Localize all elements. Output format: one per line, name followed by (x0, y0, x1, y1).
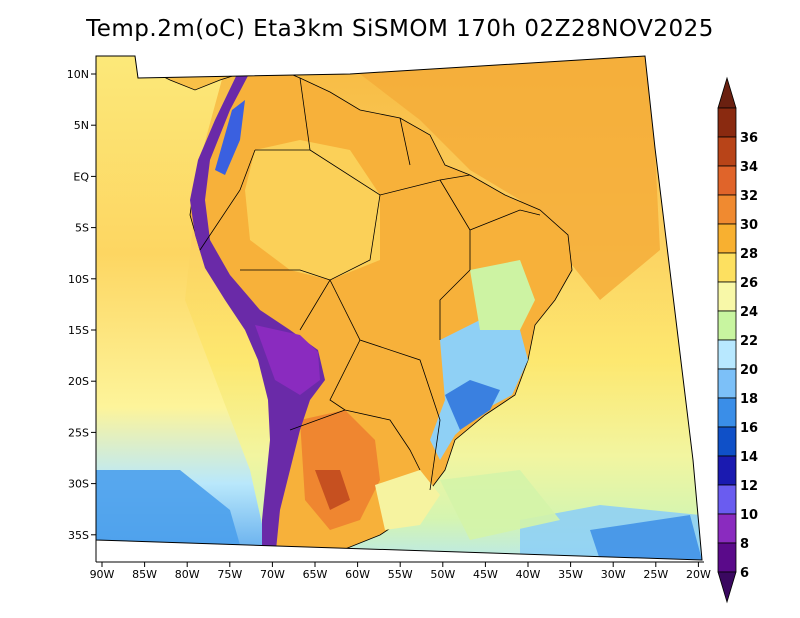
land-bahia-mild (470, 260, 535, 330)
colorbar-swatch (717, 484, 737, 515)
colorbar-swatch (717, 397, 737, 428)
colorbar-label: 28 (740, 247, 758, 262)
colorbar-label: 18 (740, 392, 758, 407)
lat-tick-label: 10N (67, 68, 89, 81)
lat-tick-label: 20S (68, 375, 89, 388)
plot-area (96, 56, 702, 560)
colorbar: 6 8 10 12 14 16 18 20 22 24 26 28 30 32 34 36 (717, 76, 758, 604)
map-title: Temp.2m(oC) Eta3km SiSMOM 170h 02Z28NOV2… (86, 16, 714, 42)
colorbar-swatch (717, 165, 737, 196)
colorbar-swatch (717, 339, 737, 370)
lon-tick-label: 75W (217, 568, 242, 581)
ocean-warm-band (360, 56, 660, 300)
lat-tick-label: 35S (68, 529, 89, 542)
colorbar-over-triangle (717, 76, 737, 109)
colorbar-label: 36 (740, 131, 758, 146)
ocean-colder-patch-east (590, 515, 702, 560)
country-borders (199, 77, 541, 491)
colorbar-label: 34 (740, 160, 758, 175)
colorbar-swatch (717, 281, 737, 312)
lat-tick-label: 5N (74, 119, 89, 132)
lat-tick-label: 25S (68, 426, 89, 439)
lat-tick-label: EQ (73, 170, 89, 183)
colorbar-label: 20 (740, 363, 758, 378)
land-serra-mar (445, 380, 500, 430)
colorbar-swatch (717, 107, 737, 138)
lat-tick-label: 15S (68, 324, 89, 337)
ocean-mild-patch (440, 470, 560, 540)
lon-tick-label: 90W (90, 568, 115, 581)
lon-tick-label: 55W (388, 568, 413, 581)
colorbar-label: 24 (740, 305, 758, 320)
lon-tick-label: 30W (601, 568, 626, 581)
colorbar-label: 32 (740, 189, 758, 204)
colorbar-label: 6 (740, 566, 749, 581)
colorbar-swatch (717, 310, 737, 341)
colorbar-swatch (717, 368, 737, 399)
lat-tick-label: 10S (68, 273, 89, 286)
colorbar-swatch (717, 542, 737, 573)
colorbar-under-triangle (717, 571, 737, 604)
lon-tick-label: 85W (132, 568, 157, 581)
colorbar-label: 16 (740, 421, 758, 436)
colorbar-label: 26 (740, 276, 758, 291)
latitude-axis: 10N 5N EQ 5S 10S 15S 20S 25S 30S 35S (67, 68, 96, 542)
longitude-axis: 90W 85W 80W 75W 70W 65W 60W 55W 50W 45W 40W 35W 30W 2… (90, 562, 711, 581)
colorbar-swatch (717, 455, 737, 486)
colorbar-label: 10 (740, 508, 758, 523)
land-hot-spot (315, 470, 350, 510)
lon-tick-label: 50W (430, 568, 455, 581)
lat-tick-label: 5S (75, 222, 89, 235)
colorbar-swatch (717, 136, 737, 167)
ocean-pacific (96, 56, 270, 560)
plot-frame (95, 55, 703, 561)
lat-tick-label: 30S (68, 478, 89, 491)
land-andes (190, 68, 325, 560)
lon-tick-label: 80W (175, 568, 200, 581)
colorbar-label: 14 (740, 450, 758, 465)
colorbar-swatch (717, 426, 737, 457)
land-altiplano (255, 325, 320, 395)
colorbar-label: 8 (740, 537, 749, 552)
colorbar-swatch (717, 513, 737, 544)
land-northern-andes (215, 100, 245, 175)
lon-tick-label: 25W (643, 568, 668, 581)
colorbar-swatch (717, 223, 737, 254)
colorbar-swatch (717, 194, 737, 225)
land-amazon (245, 140, 380, 280)
lon-tick-label: 60W (345, 568, 370, 581)
colorbar-swatch (717, 252, 737, 283)
lon-tick-label: 20W (686, 568, 711, 581)
lon-tick-label: 35W (558, 568, 583, 581)
colorbar-label: 22 (740, 334, 758, 349)
lon-tick-label: 65W (303, 568, 328, 581)
colorbar-label: 12 (740, 479, 758, 494)
lon-tick-label: 45W (473, 568, 498, 581)
lon-tick-label: 40W (516, 568, 541, 581)
colorbar-label: 30 (740, 218, 758, 233)
lon-tick-label: 70W (260, 568, 285, 581)
land-uruguay (375, 470, 440, 530)
ocean-cold-patch-west (96, 470, 240, 545)
